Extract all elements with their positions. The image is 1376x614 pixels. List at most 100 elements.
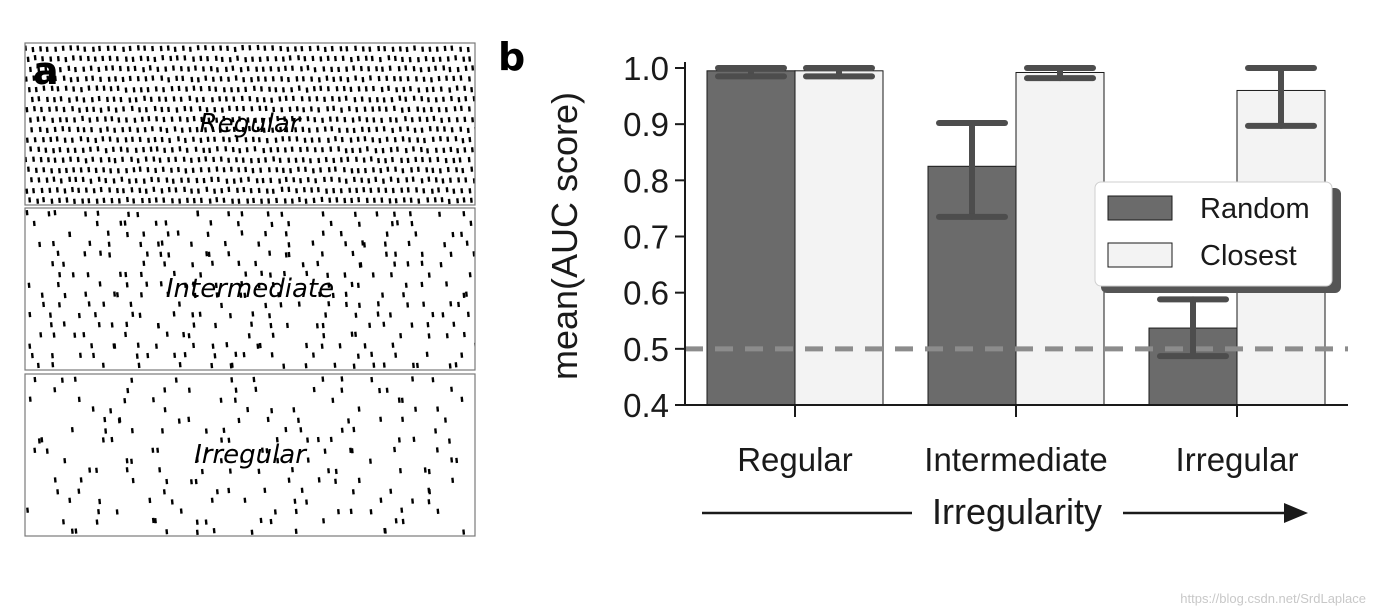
spike-mark [55, 136, 59, 142]
spike-mark [157, 177, 160, 183]
spike-mark [303, 137, 307, 143]
spike-mark [197, 156, 201, 163]
spike-mark [210, 362, 214, 369]
spike-mark [355, 187, 359, 194]
spike-mark [295, 76, 299, 82]
spike-mark [457, 301, 460, 308]
spike-mark [461, 137, 465, 144]
spike-mark [181, 45, 185, 51]
spike-mark [178, 146, 182, 152]
spike-mark [226, 45, 229, 52]
spike-mark [190, 76, 194, 83]
spike-mark [393, 55, 397, 62]
spike-mark [202, 147, 206, 154]
spike-mark [449, 301, 453, 307]
spike-mark [84, 158, 88, 164]
spike-mark [102, 85, 106, 91]
spike-mark [264, 302, 268, 309]
spike-mark [204, 75, 208, 81]
spike-mark [470, 166, 474, 172]
spike-mark [322, 332, 326, 339]
spike-mark [305, 499, 308, 505]
spike-mark [184, 282, 187, 289]
spike-mark [365, 146, 369, 152]
spike-mark [37, 67, 41, 73]
spike-mark [99, 157, 103, 163]
spike-mark [369, 156, 373, 162]
spike-mark [301, 126, 305, 133]
spike-mark [25, 209, 29, 216]
spike-mark [380, 86, 384, 93]
spike-mark [95, 467, 98, 474]
spike-mark [405, 46, 409, 53]
spike-mark [69, 77, 73, 83]
spike-mark [71, 272, 75, 278]
raster-frame-irregular [24, 373, 476, 537]
spike-mark [29, 117, 32, 123]
spike-mark [128, 45, 132, 52]
spike-mark [143, 126, 147, 133]
spike-mark [149, 96, 153, 103]
spike-mark [177, 85, 181, 92]
spike-mark [299, 427, 303, 433]
spike-mark [91, 406, 95, 412]
spike-mark [248, 95, 252, 102]
spike-mark [321, 211, 325, 217]
spike-mark [334, 135, 337, 142]
spike-mark [258, 56, 262, 63]
spike-mark [325, 188, 328, 194]
spike-mark [385, 387, 389, 393]
spike-mark [315, 127, 319, 133]
spike-mark [406, 187, 410, 193]
spike-mark [41, 56, 44, 62]
spike-mark [374, 176, 378, 183]
spike-mark [188, 126, 192, 133]
spike-mark [215, 117, 219, 123]
spike-mark [92, 352, 95, 359]
spike-mark [216, 67, 219, 73]
spike-mark [81, 115, 84, 122]
spike-mark [463, 116, 467, 123]
spike-mark [326, 272, 330, 279]
spike-mark [275, 197, 278, 204]
spike-mark [462, 210, 466, 217]
spike-mark [50, 168, 54, 174]
spike-mark [53, 75, 57, 82]
spike-mark [440, 197, 444, 203]
spike-mark [450, 45, 454, 51]
spike-mark [394, 166, 397, 172]
spike-mark [107, 156, 111, 163]
y-tick-label: 1.0 [623, 50, 669, 87]
spike-mark [113, 157, 117, 164]
spike-mark [29, 146, 33, 152]
spike-mark [167, 252, 171, 258]
spike-mark [239, 177, 243, 183]
spike-mark [442, 147, 446, 154]
spike-mark [423, 137, 426, 144]
spike-mark [63, 188, 67, 194]
spike-mark [162, 86, 165, 93]
spike-mark [427, 499, 431, 505]
spike-mark [344, 178, 348, 184]
spike-mark [187, 177, 190, 183]
spike-mark [113, 127, 117, 133]
spike-mark [316, 436, 320, 443]
spike-mark [6, 386, 7, 391]
spike-mark [121, 76, 125, 83]
spike-mark [323, 176, 326, 183]
spike-mark [143, 45, 147, 51]
spike-mark [372, 362, 376, 368]
spike-mark [189, 106, 193, 112]
x-tick-label-intermediate: Intermediate [924, 441, 1107, 478]
spike-mark [58, 146, 62, 153]
spike-mark [195, 519, 199, 525]
spike-mark [332, 187, 336, 194]
spike-mark [72, 86, 76, 92]
spike-mark [81, 176, 85, 183]
spike-mark [25, 106, 29, 113]
spike-mark [345, 301, 348, 308]
spike-mark [431, 136, 435, 143]
spike-mark [340, 136, 344, 143]
spike-mark [92, 46, 95, 52]
spike-mark [418, 116, 422, 122]
